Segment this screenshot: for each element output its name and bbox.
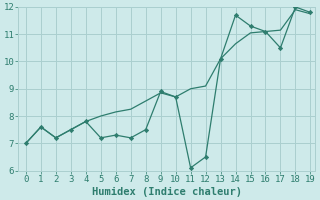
X-axis label: Humidex (Indice chaleur): Humidex (Indice chaleur) <box>92 186 242 197</box>
